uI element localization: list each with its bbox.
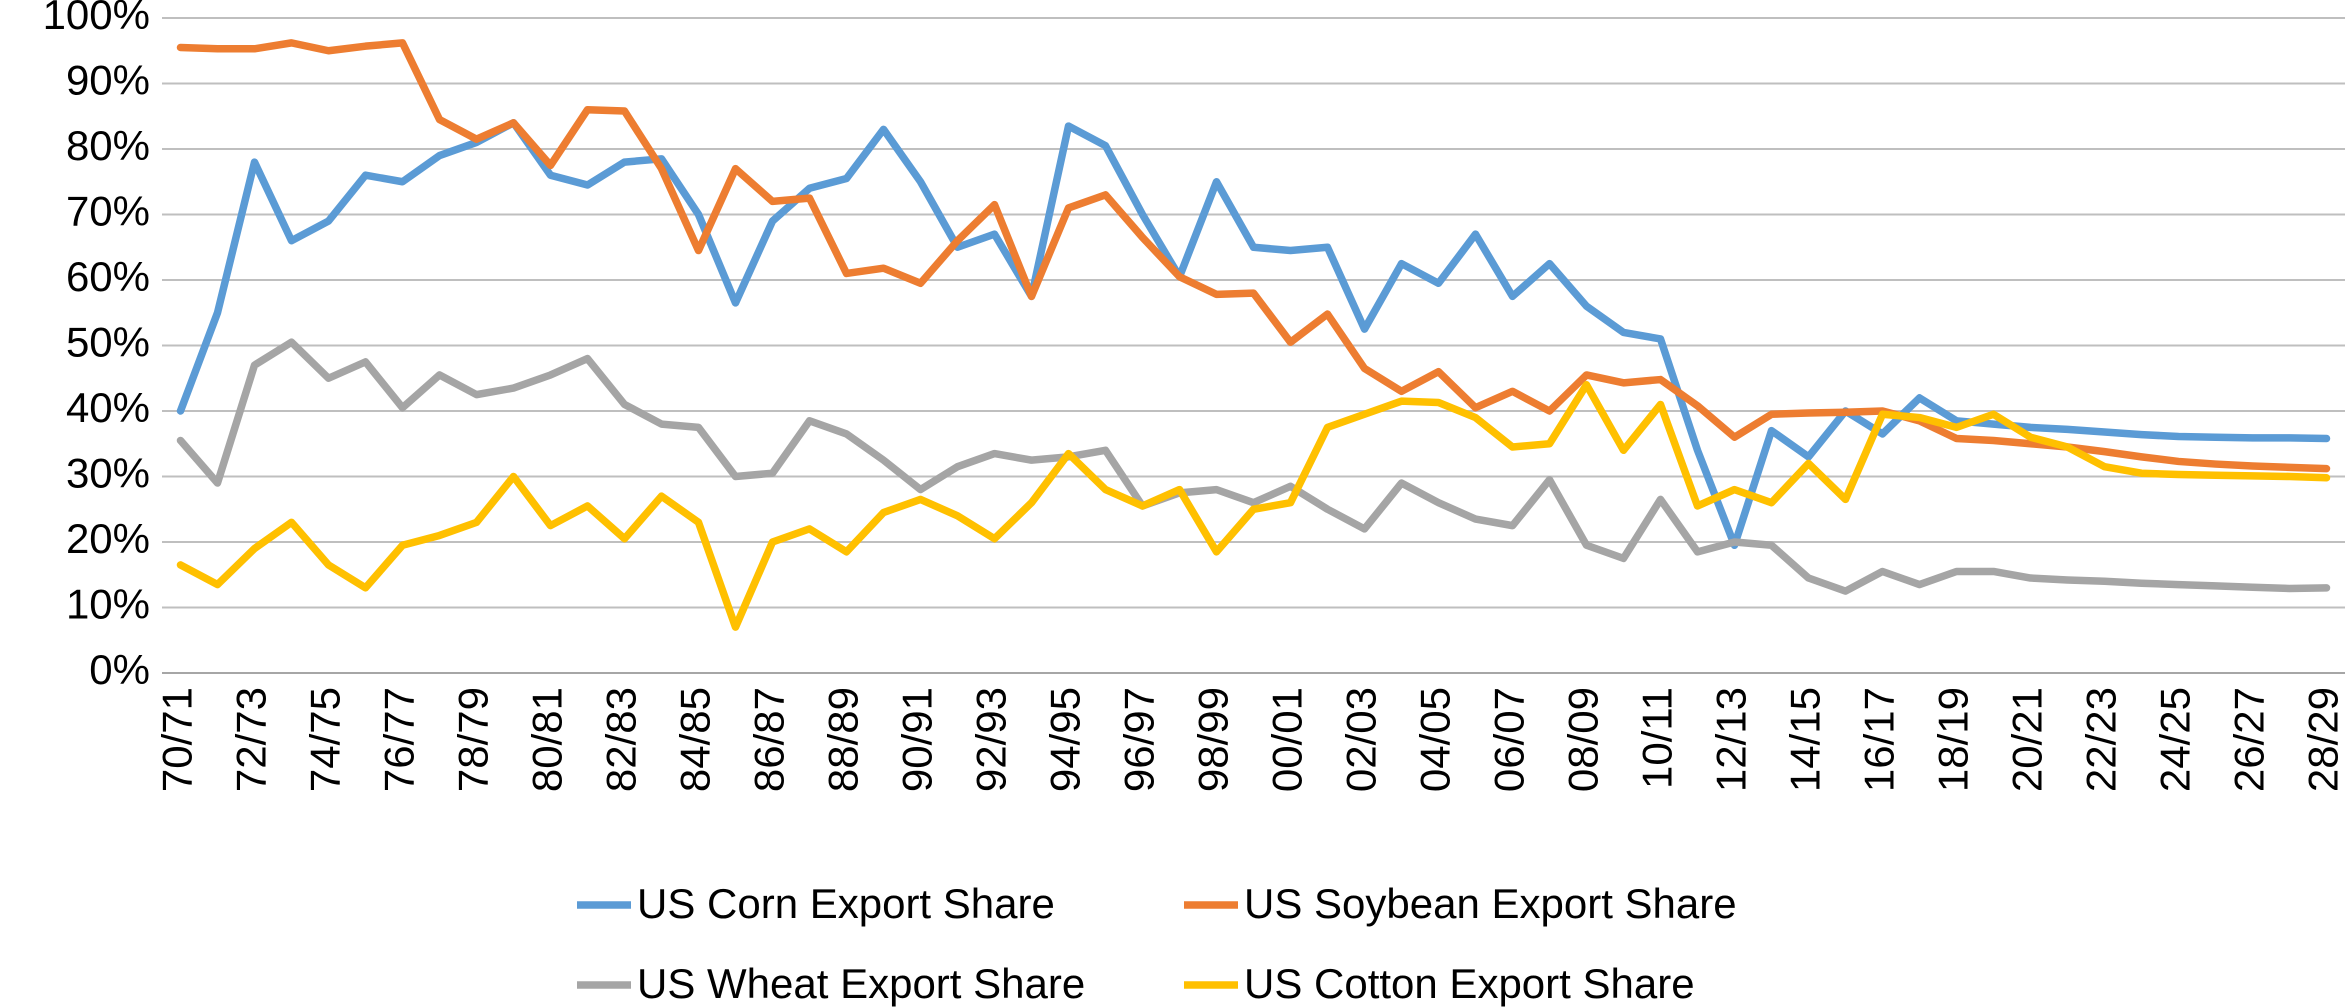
y-tick-label: 40% — [66, 384, 150, 431]
x-tick-label: 26/27 — [2226, 687, 2273, 792]
x-tick-label: 76/77 — [376, 687, 423, 792]
y-tick-label: 0% — [89, 646, 150, 693]
x-tick-label: 80/81 — [524, 687, 571, 792]
x-tick-label: 16/17 — [1856, 687, 1903, 792]
x-tick-label: 02/03 — [1338, 687, 1385, 792]
x-tick-label: 12/13 — [1708, 687, 1755, 792]
legend-label: US Cotton Export Share — [1244, 960, 1695, 1007]
x-tick-label: 86/87 — [746, 687, 793, 792]
y-tick-label: 10% — [66, 581, 150, 628]
series-line — [176, 338, 2331, 595]
y-tick-label: 80% — [66, 122, 150, 169]
y-tick-label: 30% — [66, 450, 150, 497]
series-line — [176, 381, 2331, 631]
y-tick-label: 20% — [66, 515, 150, 562]
x-tick-label: 84/85 — [672, 687, 719, 792]
x-tick-label: 18/19 — [1930, 687, 1977, 792]
x-tick-label: 08/09 — [1560, 687, 1607, 792]
x-tick-label: 92/93 — [968, 687, 1015, 792]
x-tick-label: 24/25 — [2152, 687, 2199, 792]
series-line — [176, 39, 2331, 473]
x-tick-label: 00/01 — [1264, 687, 1311, 792]
x-tick-label: 78/79 — [450, 687, 497, 792]
x-tick-label: 70/71 — [154, 687, 201, 792]
x-tick-label: 22/23 — [2078, 687, 2125, 792]
x-tick-label: 20/21 — [2004, 687, 2051, 792]
x-tick-label: 82/83 — [598, 687, 645, 792]
y-tick-label: 50% — [66, 319, 150, 366]
y-tick-label: 100% — [43, 0, 150, 38]
legend-label: US Soybean Export Share — [1244, 880, 1737, 927]
x-tick-label: 72/73 — [228, 687, 275, 792]
x-tick-label: 06/07 — [1486, 687, 1533, 792]
x-tick-label: 74/75 — [302, 687, 349, 792]
x-tick-label: 96/97 — [1116, 687, 1163, 792]
y-tick-label: 90% — [66, 57, 150, 104]
x-tick-label: 28/29 — [2300, 687, 2347, 792]
x-tick-label: 14/15 — [1782, 687, 1829, 792]
x-tick-label: 98/99 — [1190, 687, 1237, 792]
legend-label: US Wheat Export Share — [637, 960, 1085, 1007]
x-tick-label: 90/91 — [894, 687, 941, 792]
x-tick-label: 88/89 — [820, 687, 867, 792]
series-line — [176, 119, 2331, 550]
x-tick-label: 94/95 — [1042, 687, 1089, 792]
x-tick-label: 10/11 — [1634, 687, 1681, 789]
legend-label: US Corn Export Share — [637, 880, 1055, 927]
y-tick-label: 60% — [66, 253, 150, 300]
y-tick-label: 70% — [66, 188, 150, 235]
x-tick-label: 04/05 — [1412, 687, 1459, 792]
